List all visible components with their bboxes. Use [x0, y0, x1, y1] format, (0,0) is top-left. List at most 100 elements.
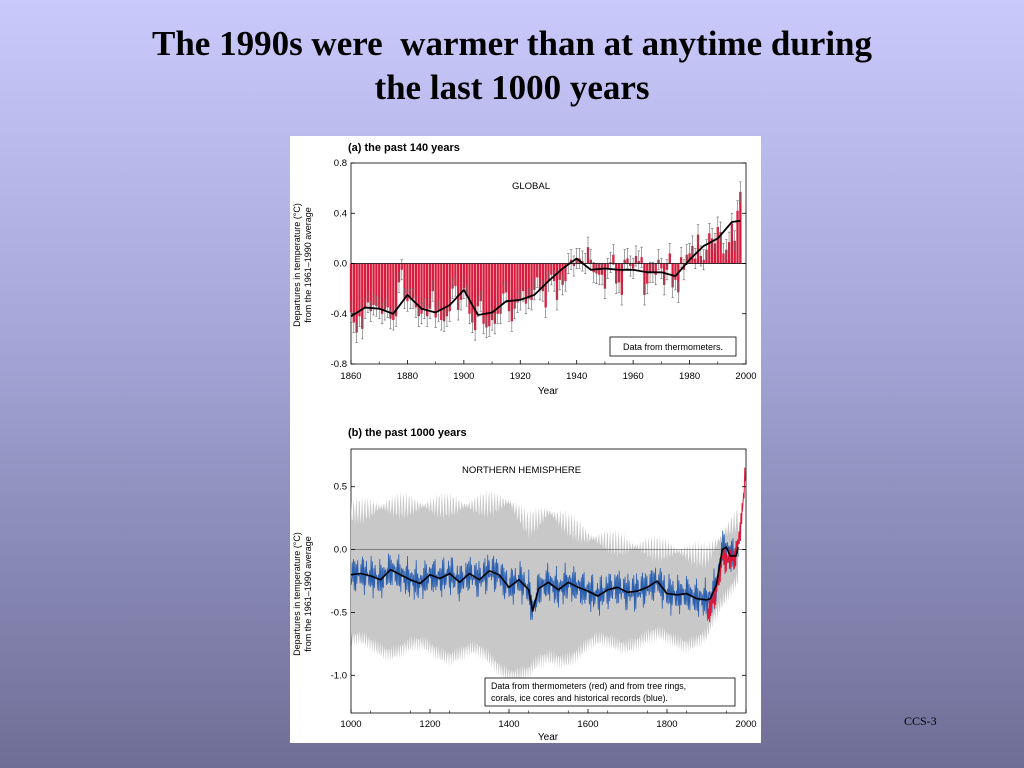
- chart-a-bar: [369, 263, 372, 312]
- chart-a-bar: [479, 263, 482, 302]
- chart-b-xlabel: Year: [538, 732, 559, 743]
- chart-a-bar: [409, 263, 412, 299]
- chart-a-bar: [349, 263, 353, 313]
- chart-a-bar: [358, 263, 361, 317]
- chart-a-bar: [352, 263, 355, 323]
- chart-a-bar: [457, 263, 460, 310]
- chart-a-bar: [423, 263, 426, 309]
- chart-b-ylabel-line-2: from the 1961–1990 average: [303, 536, 313, 652]
- chart-b-legend-text-line-1: Data from thermometers (red) and from tr…: [491, 681, 686, 691]
- chart-a-bar: [643, 263, 646, 295]
- chart-a-bar: [462, 263, 466, 289]
- chart-b-y-tick-label: -0.5: [331, 607, 347, 618]
- chart-a-bar: [496, 263, 499, 314]
- chart-a-bar: [380, 263, 384, 314]
- chart-a-y-tick-label: 0.0: [334, 259, 347, 270]
- chart-b-x-tick-label: 2000: [735, 719, 756, 730]
- chart-a-bar: [488, 263, 491, 327]
- chart-a-bar: [510, 263, 513, 322]
- chart-a-bar: [516, 263, 519, 303]
- chart-a-bar: [513, 263, 516, 309]
- chart-a-x-tick-label: 1880: [397, 371, 418, 382]
- chart-b-legend-text-line-2: corals, ice cores and historical records…: [491, 693, 668, 703]
- chart-a-bar: [434, 263, 437, 318]
- chart-a-bar: [485, 263, 488, 328]
- chart-a-bar: [375, 263, 378, 307]
- chart-a-bar: [392, 263, 395, 321]
- chart-a-bar: [677, 263, 680, 293]
- chart-a-bar: [527, 263, 530, 299]
- chart-a-bar: [471, 263, 474, 323]
- chart-a-bar: [361, 263, 364, 329]
- chart-a-region-label: GLOBAL: [512, 181, 550, 192]
- chart-a-bar: [710, 238, 714, 264]
- chart-b-region-label: NORTHERN HEMISPHERE: [462, 465, 581, 476]
- chart-a-bar: [386, 263, 389, 308]
- chart-a-bar: [389, 263, 392, 319]
- chart-a-bar: [482, 263, 485, 324]
- chart-b-x-tick-label: 1200: [419, 719, 440, 730]
- chart-b-y-tick-label: 0.5: [334, 482, 347, 493]
- chart-a-bar: [521, 263, 525, 292]
- chart-a-bar: [519, 263, 522, 300]
- chart-a-bar: [366, 263, 370, 303]
- chart-a-bar: [428, 263, 432, 309]
- chart-a-bar: [468, 263, 471, 314]
- chart-a-bar: [383, 263, 387, 310]
- chart-a-bar: [372, 263, 375, 305]
- chart-a-bar: [544, 263, 547, 308]
- chart-a-ylabel-line-2: from the 1961–1990 average: [303, 207, 313, 323]
- chart-a-bar: [417, 263, 420, 317]
- chart-a-y-tick-label: -0.4: [331, 309, 347, 320]
- chart-a-bar: [378, 263, 381, 309]
- slide-title: The 1990s were warmer than at anytime du…: [0, 22, 1024, 110]
- chart-a-bar: [406, 263, 409, 302]
- chart-b-plot: 0.5 0.0 -0.5 -1.0 1000 1200 1400 1600 1800 2000 Da…: [331, 448, 757, 730]
- chart-a-bar: [459, 263, 463, 300]
- chart-a-y-tick-label: -0.8: [331, 359, 347, 370]
- chart-b-instrumental-series: [706, 467, 746, 623]
- chart-a-bar: [403, 263, 406, 299]
- chart-a-bar: [445, 263, 449, 317]
- chart-a-bar: [454, 263, 457, 287]
- chart-a-y-tick-label: 0.8: [334, 158, 347, 169]
- chart-a-bar: [420, 263, 423, 314]
- chart-a-bar: [493, 263, 497, 324]
- chart-a-bar: [716, 227, 719, 264]
- chart-a-xlabel: Year: [538, 386, 559, 397]
- chart-b-x-tick-label: 1000: [340, 719, 361, 730]
- chart-b-y-tick-label: 0.0: [334, 545, 347, 556]
- chart-a-x-tick-label: 1960: [623, 371, 644, 382]
- chart-a-bar: [555, 263, 559, 300]
- chart-a-bar: [719, 232, 722, 264]
- chart-a-legend-text: Data from thermometers.: [623, 342, 723, 352]
- slide-title-line-2: the last 1000 years: [374, 68, 650, 107]
- chart-a-bar: [533, 263, 536, 290]
- chart-b-x-tick-label: 1600: [577, 719, 598, 730]
- chart-a-bar: [442, 263, 446, 322]
- chart-a-x-tick-label: 1980: [679, 371, 700, 382]
- chart-a-bar: [426, 263, 429, 317]
- chart-a-bar: [414, 263, 418, 308]
- chart-a-bar: [620, 263, 624, 295]
- chart-a-bar: [739, 191, 742, 264]
- chart-a-title: (a) the past 140 years: [348, 142, 460, 154]
- chart-a-legend-box: [609, 336, 737, 357]
- chart-a-bar: [355, 263, 358, 333]
- chart-a-bar: [465, 263, 468, 297]
- chart-a-bar: [727, 242, 731, 264]
- chart-a-bar: [490, 263, 494, 321]
- chart-b-x-tick-label: 1800: [656, 719, 677, 730]
- chart-b-ylabel-line-1: Departures in temperature (°C): [292, 532, 302, 656]
- chart-a-bar: [394, 263, 398, 317]
- chart-b-proxy-series: [350, 530, 739, 621]
- chart-a-bar: [603, 263, 607, 289]
- chart-b-x-tick-label: 1400: [498, 719, 519, 730]
- chart-a-bar: [733, 240, 736, 264]
- chart-b-title: (b) the past 1000 years: [348, 427, 467, 439]
- chart-a-bar: [538, 263, 542, 290]
- chart-a-bar: [451, 263, 454, 289]
- chart-a-bar: [730, 223, 734, 264]
- chart-a-bar: [411, 263, 415, 299]
